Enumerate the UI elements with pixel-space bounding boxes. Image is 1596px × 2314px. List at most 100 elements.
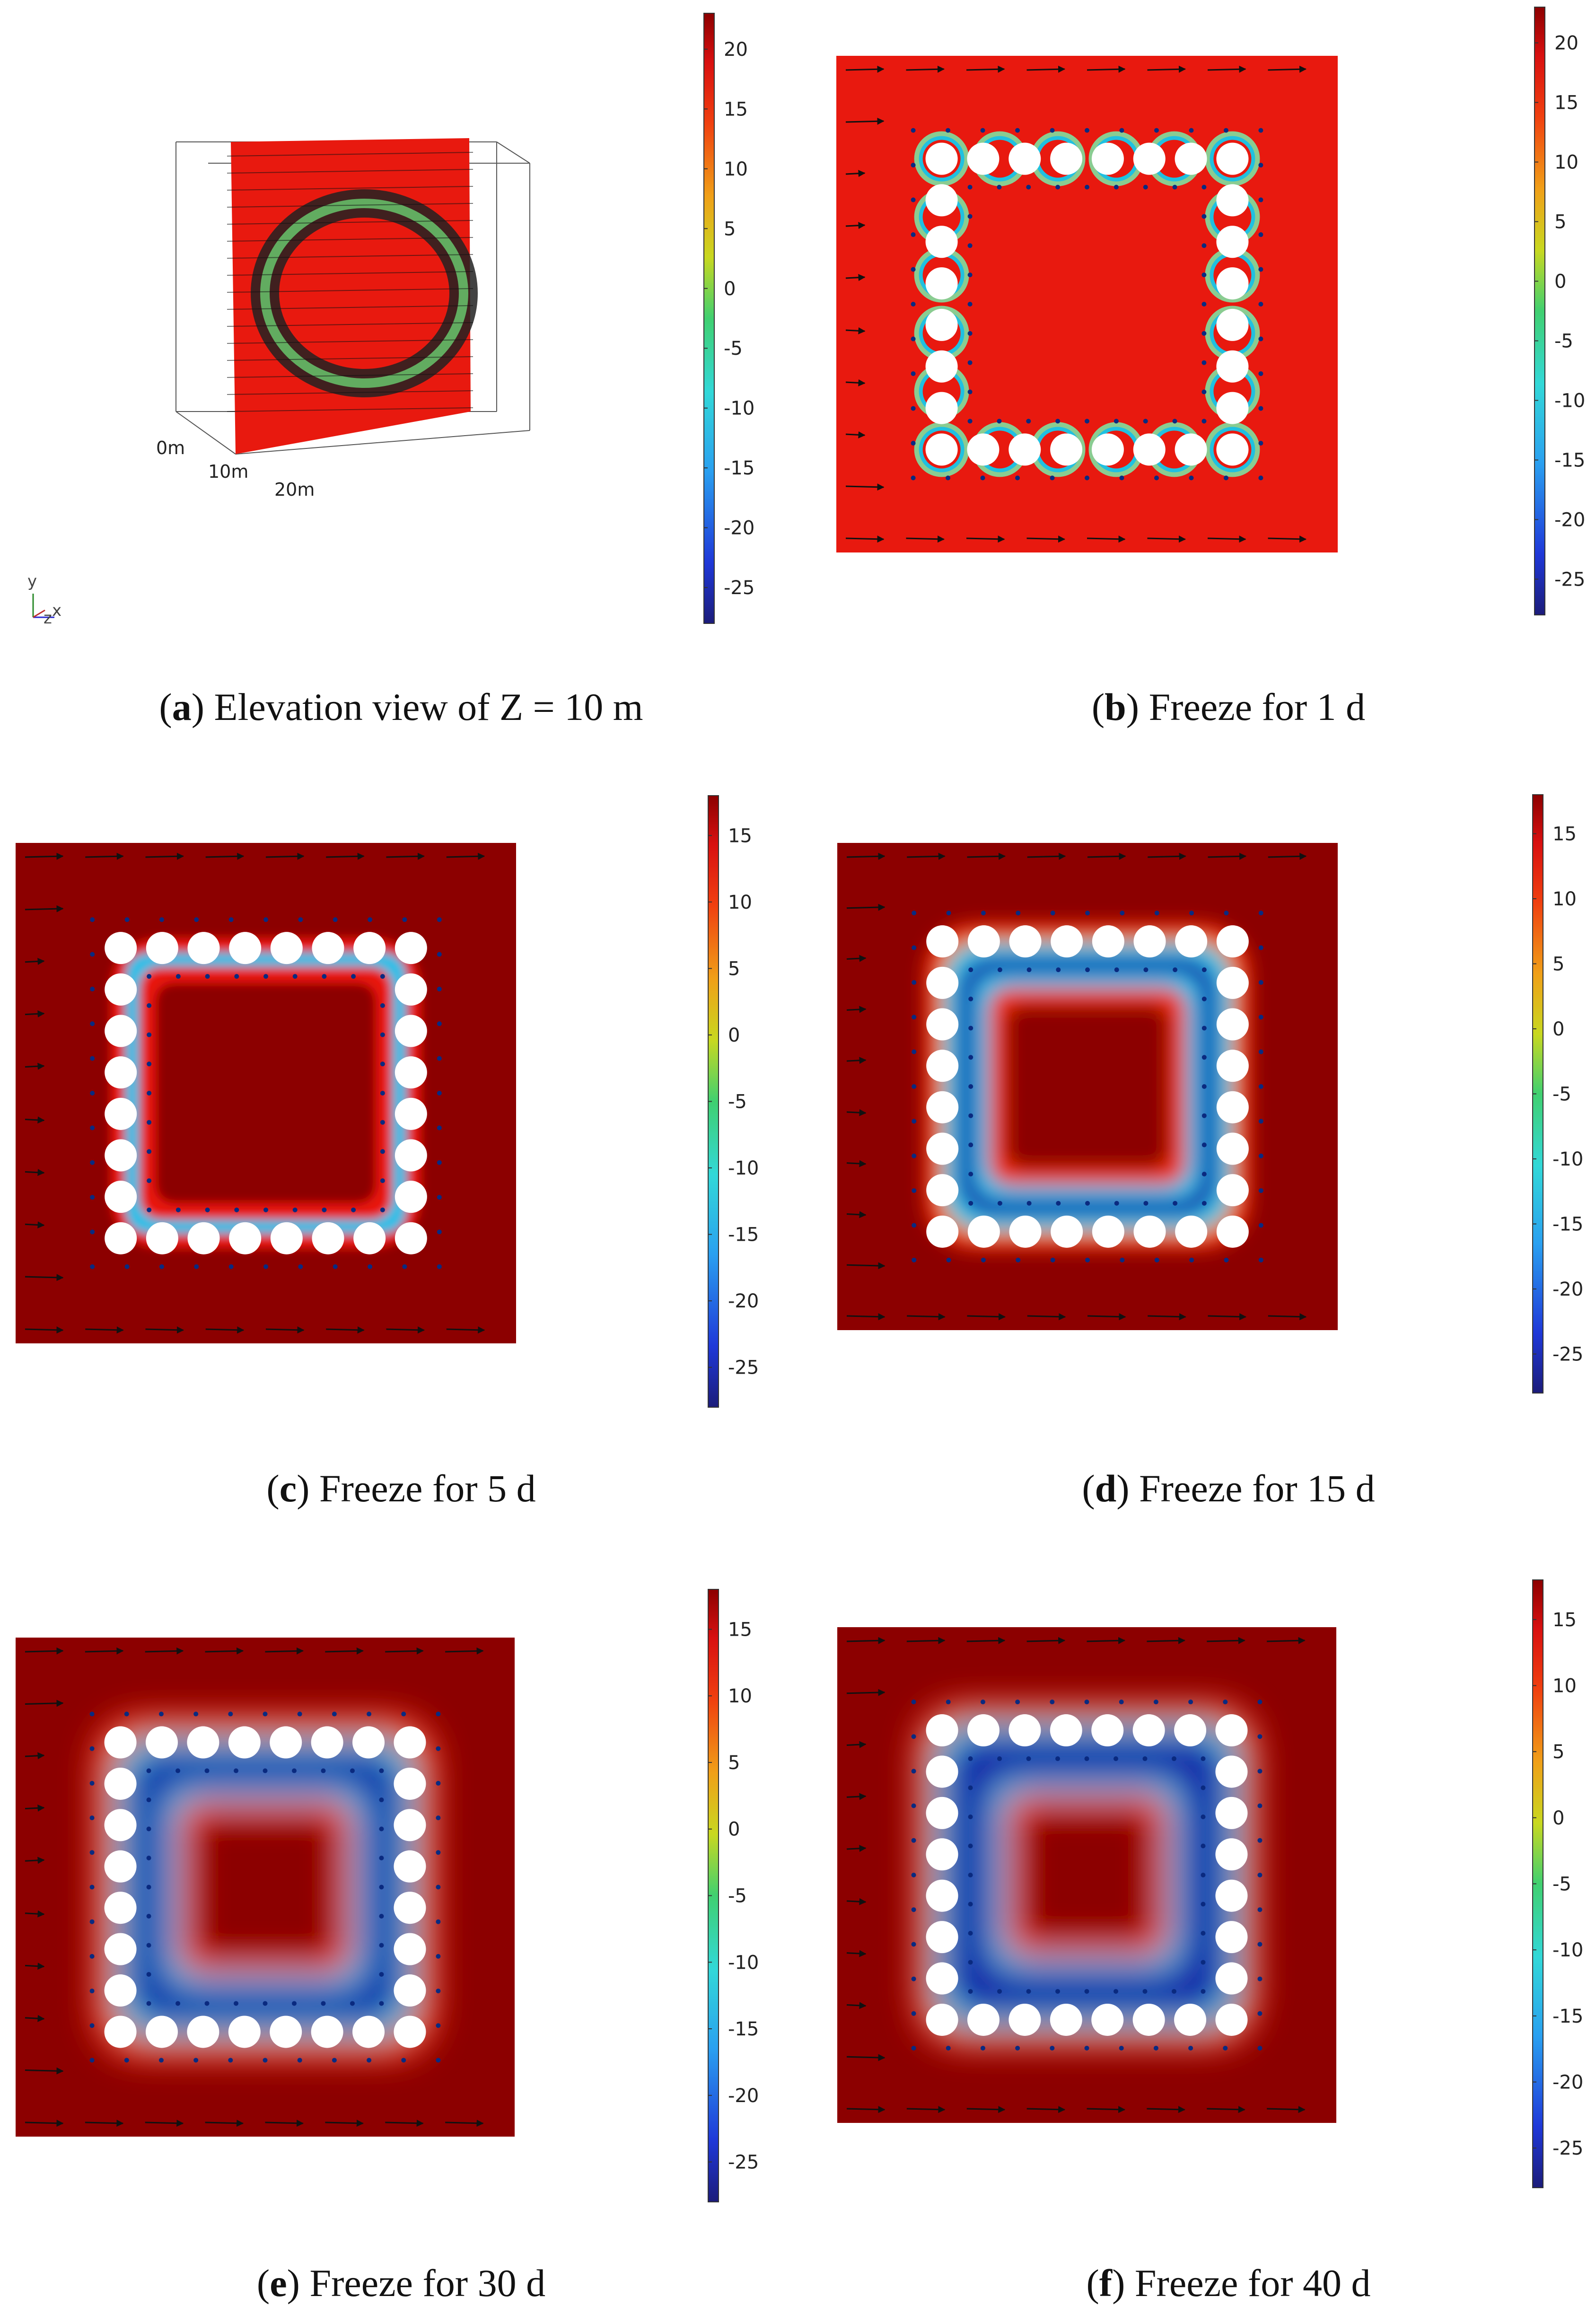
mesh-node xyxy=(175,974,181,979)
flow-arrow xyxy=(967,1313,1006,1321)
freeze-pipe xyxy=(1174,2003,1207,2036)
flow-arrow xyxy=(907,1313,946,1321)
mesh-node xyxy=(228,1264,234,1269)
colorbar-tick-label: -25 xyxy=(1554,569,1585,590)
freeze-pipe xyxy=(925,350,958,383)
colorbar-tick-label: 0 xyxy=(1552,1018,1564,1040)
mesh-node xyxy=(89,1919,95,1924)
mesh-node xyxy=(263,1711,268,1717)
freeze-pipe xyxy=(145,2016,178,2048)
panel-b-temperature-field xyxy=(836,56,1338,552)
mesh-node xyxy=(1224,911,1229,916)
flow-arrow xyxy=(227,288,474,293)
mesh-node xyxy=(1173,967,1178,973)
colorbar-tick-label: -5 xyxy=(724,338,743,359)
mesh-node xyxy=(321,2001,326,2006)
mesh-node xyxy=(1201,1873,1206,1877)
colorbar-tick-label: -10 xyxy=(728,1952,759,1973)
freeze-pipe xyxy=(1091,1714,1124,1747)
flow-arrow xyxy=(966,1637,1006,1644)
freeze-pipe xyxy=(1133,433,1166,466)
mesh-node xyxy=(1055,419,1061,424)
mesh-node xyxy=(912,1084,917,1089)
colorbar-tick-label: -25 xyxy=(728,1357,759,1379)
freeze-pipe xyxy=(104,1726,137,1759)
freeze-pipe xyxy=(1050,433,1083,466)
mesh-node xyxy=(1085,128,1089,133)
flow-arrow xyxy=(227,356,474,361)
flow-arrow xyxy=(846,1741,867,1748)
flow-arrow xyxy=(1147,535,1186,543)
freeze-pipe xyxy=(1215,1797,1248,1829)
freeze-pipe xyxy=(394,1933,426,1965)
mesh-node xyxy=(322,1207,327,1212)
freeze-pipe xyxy=(353,1222,386,1254)
mesh-node xyxy=(967,184,973,190)
mesh-node xyxy=(1050,2045,1055,2051)
freeze-pipe xyxy=(1215,1962,1248,1995)
mesh-node xyxy=(980,2045,985,2051)
flow-arrow xyxy=(1268,535,1307,543)
mesh-node xyxy=(1258,163,1263,168)
mesh-node xyxy=(228,1711,233,1717)
mesh-node xyxy=(911,1942,916,1947)
mesh-node xyxy=(912,1015,917,1020)
mesh-node xyxy=(911,475,916,481)
inner-core xyxy=(1021,1809,1153,1941)
flow-arrow xyxy=(1147,1637,1185,1644)
mesh-node xyxy=(1201,1142,1207,1148)
mesh-node xyxy=(1114,419,1119,424)
mesh-node xyxy=(292,974,298,979)
flow-arrow xyxy=(1207,65,1246,73)
mesh-node xyxy=(1201,1756,1206,1762)
flow-arrow xyxy=(846,1845,867,1852)
mesh-node xyxy=(1223,128,1228,133)
freeze-pipe xyxy=(229,932,262,964)
mesh-node xyxy=(1201,184,1207,190)
mesh-node xyxy=(147,1178,152,1183)
mesh-node xyxy=(946,128,951,133)
mesh-node xyxy=(89,2058,95,2063)
freeze-pipe xyxy=(1216,226,1249,258)
mesh-node xyxy=(912,1188,917,1193)
freeze-pipe xyxy=(1175,1215,1208,1248)
freeze-pipe xyxy=(926,1215,959,1248)
mesh-node xyxy=(89,2023,95,2028)
freeze-pipe xyxy=(104,1974,137,2007)
mesh-node xyxy=(1201,331,1207,336)
flow-arrow xyxy=(265,852,305,860)
freeze-pipe xyxy=(1132,1714,1165,1747)
colorbar-tick-label: -10 xyxy=(1552,1939,1583,1961)
freeze-pipe xyxy=(1051,925,1083,958)
mesh-node xyxy=(437,1264,442,1269)
mesh-node xyxy=(911,2011,916,2016)
freeze-pipe xyxy=(187,1222,220,1254)
frozen-ring-halo xyxy=(260,199,468,388)
freeze-pipe xyxy=(1175,925,1208,958)
colorbar-tick-label: 5 xyxy=(724,218,736,240)
flow-arrow xyxy=(205,1326,245,1334)
mesh-node xyxy=(912,1119,917,1124)
frozen-wall xyxy=(924,923,1251,1250)
mesh-node xyxy=(1258,980,1263,985)
flow-arrow xyxy=(966,2106,1006,2113)
mesh-node xyxy=(1258,945,1263,950)
freeze-pipe xyxy=(395,1097,427,1130)
flow-arrow xyxy=(1267,2106,1306,2113)
mesh-node xyxy=(333,1264,338,1269)
mesh-node xyxy=(89,1815,95,1821)
mesh-node xyxy=(204,2001,210,2006)
mesh-node xyxy=(1258,336,1263,342)
freeze-pipe xyxy=(1216,184,1249,217)
mesh-node xyxy=(968,1026,973,1031)
mesh-node xyxy=(1085,184,1089,190)
flow-arrow xyxy=(1148,1313,1186,1321)
flow-arrow xyxy=(845,431,866,438)
mesh-node xyxy=(946,1257,951,1262)
colorbar-tick-label: -20 xyxy=(1552,1279,1583,1300)
flow-arrow xyxy=(227,305,474,310)
mesh-node xyxy=(1201,1960,1206,1965)
freeze-pipe xyxy=(1216,1091,1249,1123)
mesh-node xyxy=(1084,2045,1089,2051)
